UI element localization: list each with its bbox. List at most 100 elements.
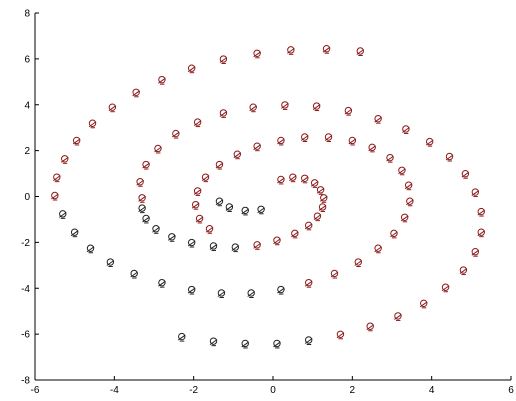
data-point (316, 186, 325, 195)
data-point (142, 214, 150, 224)
data-point (191, 200, 200, 210)
data-point (177, 332, 186, 342)
data-point (374, 114, 382, 124)
data-point (281, 101, 289, 110)
x-tick-label: 0 (270, 385, 276, 396)
data-point (249, 103, 257, 113)
data-point (58, 210, 67, 219)
x-tick-label: -6 (31, 385, 40, 396)
data-point (219, 55, 228, 65)
data-point (209, 337, 218, 347)
y-tick-label: 0 (24, 192, 30, 203)
data-point (461, 170, 470, 179)
y-tick-label: 2 (24, 146, 30, 157)
data-point (233, 150, 242, 160)
data-point (215, 197, 224, 207)
x-tick-label: -4 (110, 385, 119, 396)
data-point (187, 285, 196, 295)
data-point (394, 312, 402, 321)
data-point (441, 283, 450, 293)
x-axis-ticks: -6 -4 -2 0 2 4 6 (31, 376, 514, 396)
data-point (322, 45, 331, 54)
data-point (138, 204, 146, 214)
data-point (158, 278, 166, 288)
data-point (477, 228, 486, 238)
data-point (402, 125, 410, 134)
data-point (419, 299, 428, 309)
data-point (247, 289, 255, 298)
data-point (471, 188, 480, 198)
y-tick-label: 8 (24, 9, 30, 20)
data-point (168, 233, 176, 242)
data-point (368, 143, 376, 153)
data-point (138, 194, 146, 203)
data-point (386, 153, 394, 163)
data-point (312, 102, 321, 112)
data-point (60, 155, 69, 164)
data-point (193, 118, 202, 128)
data-point (398, 166, 406, 176)
y-axis-ticks: -8 -6 -4 -2 0 2 4 6 8 (21, 9, 39, 387)
data-point (300, 133, 309, 143)
data-point (287, 46, 295, 55)
data-point (130, 269, 138, 279)
data-point (445, 152, 454, 162)
data-point (273, 339, 281, 349)
data-point (273, 236, 281, 246)
data-point (253, 142, 261, 152)
data-point (304, 336, 313, 346)
data-point (404, 181, 413, 191)
data-point (304, 221, 313, 231)
data-point (86, 244, 95, 254)
data-point (205, 225, 214, 234)
data-point (142, 160, 150, 170)
data-point (187, 64, 196, 74)
data-point (172, 129, 180, 139)
data-point (304, 278, 313, 288)
data-point (241, 339, 250, 349)
data-point (374, 244, 382, 254)
data-point (459, 266, 468, 276)
data-point (310, 179, 319, 188)
x-tick-label: 4 (429, 385, 435, 396)
data-point (225, 203, 234, 212)
y-tick-label: -6 (21, 330, 30, 341)
data-point (406, 197, 414, 207)
y-tick-label: 4 (24, 100, 30, 111)
data-point (108, 103, 117, 113)
data-point (51, 191, 59, 201)
data-point (324, 133, 333, 143)
data-point (300, 174, 309, 184)
x-tick-label: 2 (350, 385, 356, 396)
data-point (356, 47, 365, 56)
data-point (400, 213, 409, 223)
data-point (313, 212, 322, 222)
y-tick-label: -8 (21, 376, 30, 387)
data-point (152, 225, 160, 234)
data-point (318, 203, 327, 212)
data-point (219, 109, 228, 118)
data-point (330, 269, 339, 279)
data-point (289, 173, 297, 183)
data-point (132, 88, 140, 98)
data-point (193, 187, 202, 196)
data-point (471, 247, 480, 257)
x-tick-label: 6 (508, 385, 514, 396)
data-point (291, 229, 299, 239)
data-point (187, 238, 196, 248)
data-point (277, 285, 285, 295)
data-point (201, 173, 210, 183)
data-point (215, 160, 224, 170)
data-point (253, 49, 261, 59)
data-points (51, 45, 486, 349)
data-point (106, 258, 115, 268)
y-tick-label: -4 (21, 284, 30, 295)
data-point (348, 136, 357, 146)
y-tick-label: 6 (24, 54, 30, 65)
data-point (154, 144, 162, 154)
data-point (217, 289, 226, 298)
data-point (366, 322, 374, 332)
data-point (425, 137, 434, 147)
